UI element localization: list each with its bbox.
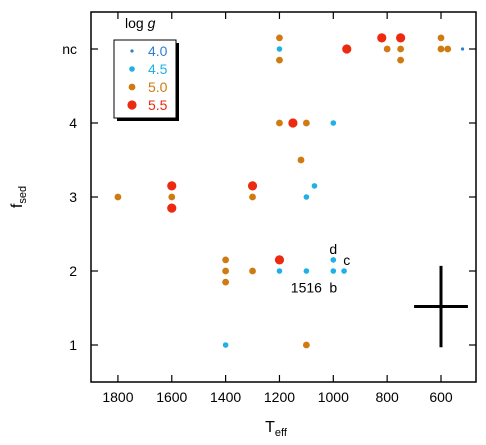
data-point [437, 45, 445, 53]
y-tick-label: nc [62, 41, 77, 57]
x-tick-label: 1000 [318, 389, 349, 405]
data-points [114, 33, 465, 349]
data-point [274, 255, 285, 265]
y-tick-label: 4 [69, 115, 77, 131]
data-point [330, 268, 337, 274]
data-point [377, 33, 387, 43]
axis-ticks: 1800 1600 1400 1200 1000 800 600 1 2 3 4 nc [62, 12, 476, 405]
data-point [396, 33, 406, 43]
data-point [276, 34, 283, 42]
data-point [437, 34, 445, 42]
y-tick-label: 1 [69, 337, 77, 353]
data-point [222, 342, 229, 348]
data-point [341, 268, 347, 274]
data-point [311, 183, 318, 189]
annotation-label: c [343, 252, 350, 268]
annotation-label: b [329, 279, 337, 295]
legend-marker [127, 100, 137, 110]
data-point [167, 181, 177, 191]
data-point [330, 120, 337, 126]
data-point [276, 119, 283, 127]
x-axis-title: Teff [265, 419, 288, 439]
legend-label: 4.0 [148, 43, 168, 59]
data-point [302, 341, 310, 349]
x-tick-label: 1200 [264, 389, 295, 405]
legend-marker [129, 66, 135, 72]
data-point [276, 268, 283, 274]
data-point [168, 193, 176, 201]
annotation-label: 1516 [291, 279, 322, 295]
x-tick-label: 600 [429, 389, 453, 405]
x-tick-label: 800 [375, 389, 399, 405]
data-point [397, 45, 405, 53]
data-point [222, 256, 230, 264]
data-point [114, 193, 122, 201]
data-point [460, 47, 465, 51]
data-point [167, 203, 177, 213]
data-point [249, 267, 256, 275]
data-point [249, 193, 256, 201]
data-point [288, 118, 298, 128]
data-point [330, 257, 337, 263]
data-point [303, 268, 310, 274]
x-tick-label: 1800 [102, 389, 133, 405]
y-axis-title: fsed [9, 186, 29, 208]
data-point [302, 119, 310, 127]
data-point [397, 56, 405, 64]
error-bar [414, 265, 468, 348]
legend-marker [130, 49, 134, 53]
data-point [247, 181, 258, 191]
legend: log g 4.0 4.5 5.0 5.5 [113, 15, 179, 121]
data-point [276, 56, 283, 64]
y-tick-label: 2 [69, 263, 77, 279]
data-point [276, 46, 283, 52]
legend-entries: 4.0 4.5 5.0 5.5 [127, 43, 168, 113]
legend-title: log g [125, 15, 156, 31]
legend-label: 5.0 [148, 79, 168, 95]
y-tick-label: 3 [69, 189, 77, 205]
data-point [222, 267, 230, 275]
data-point [342, 44, 352, 54]
data-point [297, 156, 305, 164]
data-point [383, 45, 391, 53]
data-point [444, 45, 452, 53]
annotation-label: d [329, 241, 337, 257]
legend-label: 5.5 [148, 97, 168, 113]
data-point [222, 278, 230, 286]
x-tick-label: 1600 [156, 389, 187, 405]
x-tick-label: 1400 [210, 389, 241, 405]
legend-box [113, 39, 177, 119]
legend-label: 4.5 [148, 61, 168, 77]
data-point [303, 194, 310, 200]
legend-marker [128, 83, 136, 91]
annotations: 1516 dcb [291, 241, 350, 295]
